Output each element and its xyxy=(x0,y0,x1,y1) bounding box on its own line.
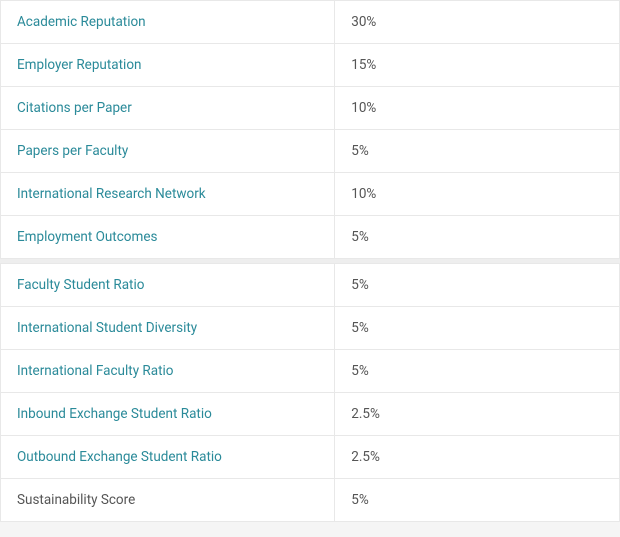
table-row: Faculty Student Ratio 5% xyxy=(1,264,620,307)
metric-value: 15% xyxy=(335,44,620,87)
metric-label[interactable]: Papers per Faculty xyxy=(1,130,335,173)
table-section-2: Faculty Student Ratio 5% International S… xyxy=(1,264,620,522)
metric-label[interactable]: Academic Reputation xyxy=(1,1,335,44)
metric-label[interactable]: Employment Outcomes xyxy=(1,216,335,259)
metric-value: 5% xyxy=(335,264,620,307)
metric-value: 5% xyxy=(335,130,620,173)
metric-value: 10% xyxy=(335,173,620,216)
table-row: Employment Outcomes 5% xyxy=(1,216,620,259)
metric-value: 2.5% xyxy=(335,436,620,479)
metric-value: 5% xyxy=(335,350,620,393)
table-row: International Research Network 10% xyxy=(1,173,620,216)
metric-label[interactable]: Outbound Exchange Student Ratio xyxy=(1,436,335,479)
table-row: Papers per Faculty 5% xyxy=(1,130,620,173)
table-row: International Student Diversity 5% xyxy=(1,307,620,350)
metric-label[interactable]: Citations per Paper xyxy=(1,87,335,130)
metric-label[interactable]: International Faculty Ratio xyxy=(1,350,335,393)
metrics-table: Academic Reputation 30% Employer Reputat… xyxy=(0,0,620,259)
table-row: Sustainability Score 5% xyxy=(1,479,620,522)
table-row: Inbound Exchange Student Ratio 2.5% xyxy=(1,393,620,436)
metric-label[interactable]: International Research Network xyxy=(1,173,335,216)
metric-value: 30% xyxy=(335,1,620,44)
table-row: Academic Reputation 30% xyxy=(1,1,620,44)
table-row: International Faculty Ratio 5% xyxy=(1,350,620,393)
table-row: Employer Reputation 15% xyxy=(1,44,620,87)
table-row: Outbound Exchange Student Ratio 2.5% xyxy=(1,436,620,479)
table-section-1: Academic Reputation 30% Employer Reputat… xyxy=(1,1,620,259)
metric-label: Sustainability Score xyxy=(1,479,335,522)
metric-value: 10% xyxy=(335,87,620,130)
metric-label[interactable]: International Student Diversity xyxy=(1,307,335,350)
metric-label[interactable]: Employer Reputation xyxy=(1,44,335,87)
metric-value: 5% xyxy=(335,307,620,350)
metrics-table-container: Academic Reputation 30% Employer Reputat… xyxy=(0,0,620,522)
metric-value: 2.5% xyxy=(335,393,620,436)
metrics-table: Faculty Student Ratio 5% International S… xyxy=(0,263,620,522)
metric-label[interactable]: Inbound Exchange Student Ratio xyxy=(1,393,335,436)
metric-value: 5% xyxy=(335,216,620,259)
table-row: Citations per Paper 10% xyxy=(1,87,620,130)
metric-label[interactable]: Faculty Student Ratio xyxy=(1,264,335,307)
metric-value: 5% xyxy=(335,479,620,522)
